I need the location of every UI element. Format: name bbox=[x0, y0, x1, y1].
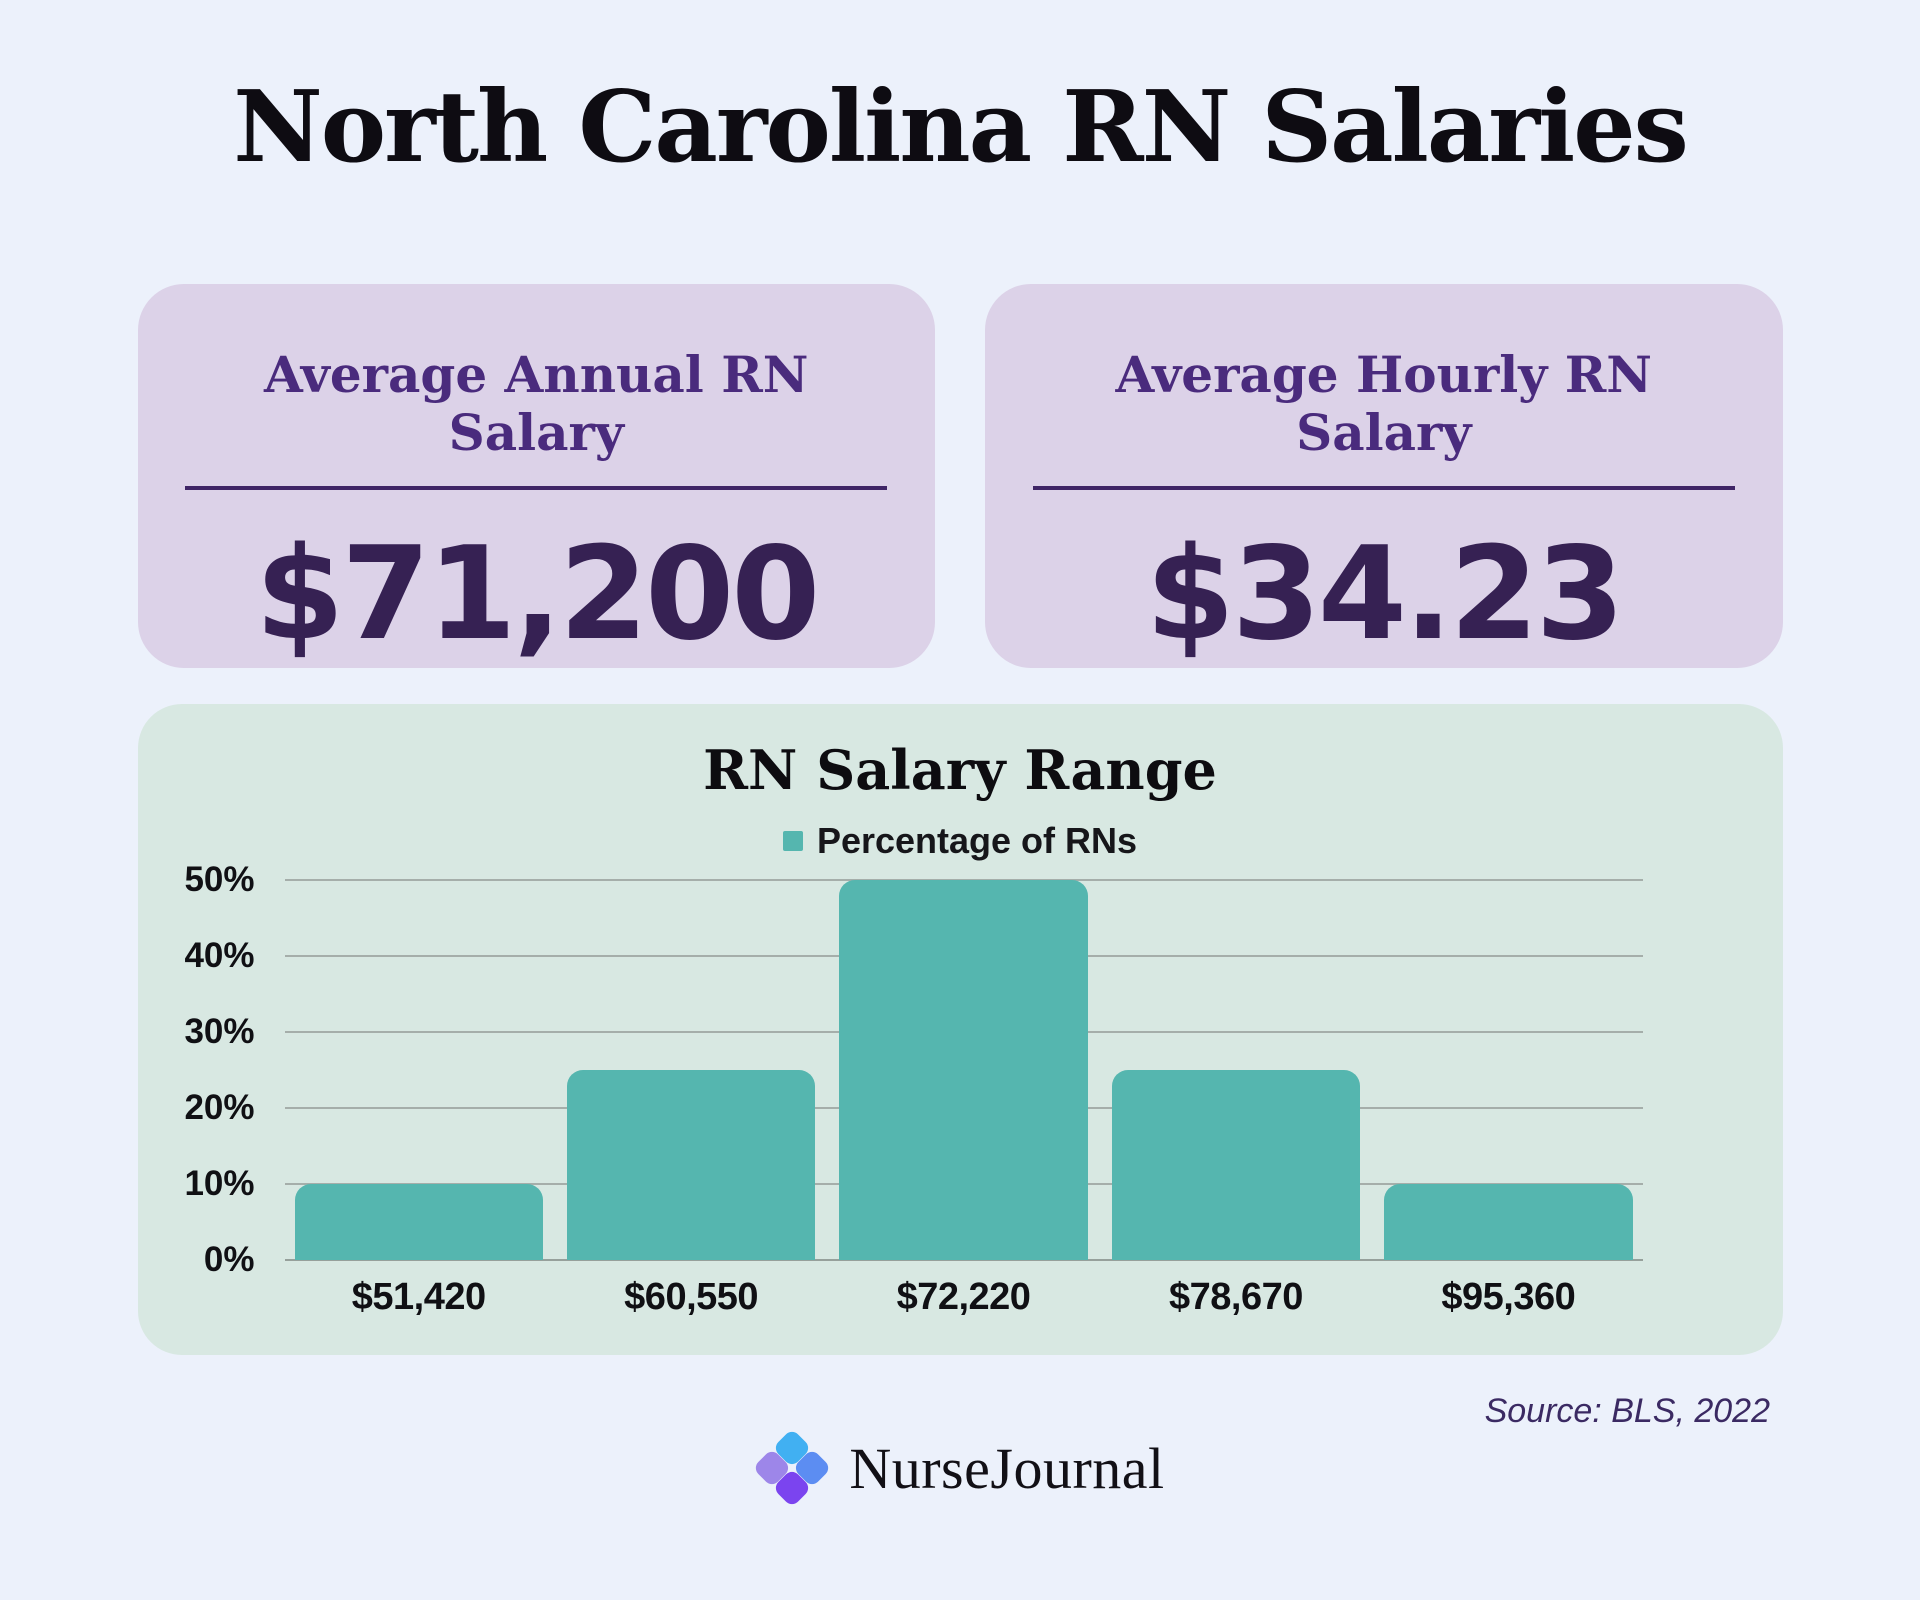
y-axis: 0% 10% 20% 30% 40% 50% bbox=[138, 860, 285, 1279]
x-tick-label: $95,360 bbox=[1441, 1276, 1576, 1318]
legend-label: Percentage of RNs bbox=[816, 820, 1138, 861]
bars-container bbox=[285, 880, 1643, 1260]
annual-salary-card-label: Average Annual RN Salary bbox=[185, 346, 888, 490]
bar bbox=[839, 880, 1088, 1260]
nursejournal-logo-text: NurseJournal bbox=[849, 1435, 1165, 1501]
x-tick-label: $72,220 bbox=[896, 1276, 1031, 1318]
chart-legend: Percentage of RNs bbox=[138, 820, 1783, 862]
legend-swatch-icon bbox=[782, 831, 803, 851]
chart-body: 0% 10% 20% 30% 40% 50% $51,420 $60,550 $72,220 $… bbox=[138, 860, 1783, 1319]
y-tick-label: 30% bbox=[184, 1012, 255, 1051]
x-tick-label: $78,670 bbox=[1168, 1276, 1303, 1318]
nursejournal-logo-icon bbox=[756, 1431, 829, 1505]
bar bbox=[1384, 1184, 1633, 1260]
bar bbox=[1111, 1070, 1361, 1260]
hourly-salary-card-label: Average Hourly RN Salary bbox=[1032, 346, 1735, 490]
y-tick-label: 50% bbox=[184, 860, 255, 899]
source-note: Source: BLS, 2022 bbox=[1484, 1392, 1770, 1430]
chart-title: RN Salary Range bbox=[703, 738, 1217, 802]
annual-salary-card: Average Annual RN Salary $71,200 bbox=[137, 284, 935, 669]
y-tick-label: 20% bbox=[184, 1088, 255, 1127]
bar bbox=[566, 1070, 816, 1260]
x-tick-label: $60,550 bbox=[624, 1276, 759, 1318]
page-title: North Carolina RN Salaries bbox=[233, 70, 1689, 185]
stat-cards-row: Average Annual RN Salary $71,200 Average… bbox=[137, 284, 1783, 669]
bar bbox=[294, 1184, 543, 1260]
salary-range-chart-panel: RN Salary Range Percentage of RNs 0% 10% 2… bbox=[137, 704, 1783, 1355]
annual-salary-card-value: $71,200 bbox=[255, 520, 820, 669]
hourly-salary-card: Average Hourly RN Salary $34.23 bbox=[985, 284, 1783, 668]
x-axis: $51,420 $60,550 $72,220 $78,670 $95,360 bbox=[285, 1260, 1643, 1319]
x-tick-label: $51,420 bbox=[351, 1276, 486, 1318]
hourly-salary-card-value: $34.23 bbox=[1145, 520, 1625, 669]
gridline bbox=[284, 1259, 1643, 1261]
plot-area bbox=[284, 879, 1643, 1261]
nursejournal-logo: NurseJournal bbox=[755, 1431, 1164, 1505]
y-tick-label: 0% bbox=[203, 1240, 255, 1279]
y-tick-label: 10% bbox=[184, 1164, 255, 1203]
y-tick-label: 40% bbox=[184, 936, 255, 975]
